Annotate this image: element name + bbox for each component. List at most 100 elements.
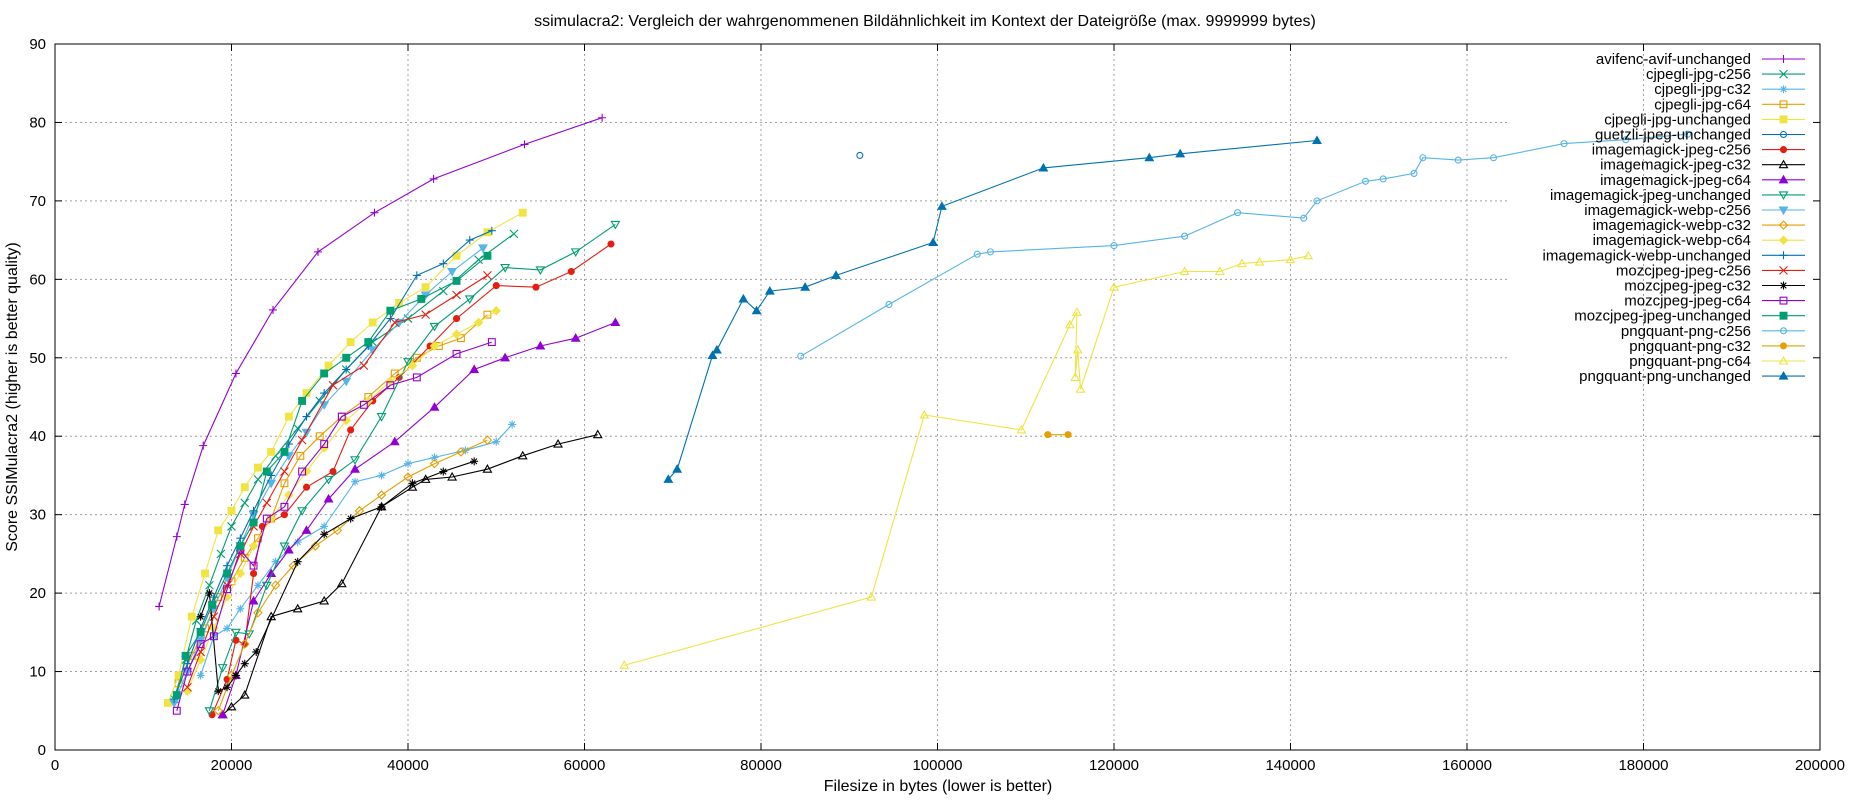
legend-entry: imagemagick-jpeg-c32	[1600, 157, 1805, 174]
series-pngquant-png-unchanged	[663, 135, 1322, 483]
series-imagemagick-webp-unchanged	[170, 226, 496, 704]
data-point	[376, 490, 387, 500]
data-point	[474, 255, 483, 265]
data-point	[320, 440, 329, 449]
legend-label: mozcjpeg-jpeg-c32	[1624, 278, 1751, 295]
data-point	[239, 689, 250, 699]
series-line	[222, 434, 598, 716]
x-tick-label: 140000	[1265, 757, 1315, 774]
data-point	[302, 483, 311, 491]
data-point	[1181, 232, 1189, 240]
series-line	[217, 439, 488, 711]
data-point	[370, 208, 379, 217]
data-point	[1237, 258, 1247, 268]
data-point	[254, 463, 262, 472]
data-point	[252, 647, 261, 656]
legend-entry: imagemagick-jpeg-unchanged	[1550, 187, 1805, 204]
data-point	[253, 581, 262, 590]
y-axis-label: Score SSIMulacra2 (higher is better qual…	[4, 242, 21, 551]
data-point	[223, 683, 232, 692]
data-point	[248, 541, 259, 551]
data-point	[1175, 148, 1186, 158]
data-point	[764, 285, 775, 295]
data-point	[172, 532, 181, 541]
data-point	[1560, 140, 1568, 148]
data-point	[266, 479, 277, 489]
data-point	[174, 671, 183, 680]
data-point	[249, 561, 258, 570]
data-point	[297, 507, 308, 516]
legend-label: imagemagick-webp-c64	[1593, 232, 1751, 249]
data-point	[1303, 250, 1314, 260]
data-point	[386, 314, 395, 323]
data-point	[1071, 307, 1082, 316]
data-point	[1075, 384, 1086, 393]
data-point	[1110, 242, 1118, 250]
data-point	[408, 479, 417, 488]
series-line	[200, 460, 475, 693]
series-avifenc-avif-unchanged	[155, 113, 607, 611]
data-point	[1070, 372, 1081, 381]
data-point	[236, 604, 245, 613]
data-point	[751, 305, 762, 315]
data-point	[1234, 209, 1242, 217]
legend-entry: imagemagick-webp-c32	[1593, 217, 1805, 234]
data-point	[302, 412, 311, 421]
legend-entry: cjpegli-jpg-c64	[1654, 96, 1805, 113]
data-point	[346, 338, 355, 347]
data-point	[517, 450, 528, 460]
data-point	[204, 707, 215, 716]
x-tick-label: 80000	[740, 757, 782, 774]
data-point	[610, 317, 621, 327]
data-point	[1684, 130, 1692, 138]
legend-entry: cjpegli-jpg-c256	[1646, 66, 1805, 83]
series-pngquant-png-c64	[619, 250, 1314, 669]
x-tick-label: 180000	[1618, 757, 1668, 774]
data-point	[217, 709, 228, 719]
y-tick-label: 60	[29, 271, 46, 288]
data-point	[407, 360, 418, 371]
series-line	[624, 255, 1309, 666]
data-point	[1778, 191, 1789, 201]
data-point	[1622, 136, 1630, 144]
data-point	[250, 569, 258, 578]
series-imagemagick-webp-c32	[213, 435, 493, 716]
data-point	[797, 352, 805, 360]
data-point	[271, 557, 280, 566]
series-pngquant-png-c256	[797, 130, 1692, 360]
data-point	[1779, 342, 1788, 350]
data-point	[182, 686, 193, 696]
data-point	[439, 467, 448, 476]
series-line	[173, 230, 493, 700]
data-point	[270, 580, 281, 591]
series-line	[186, 274, 488, 688]
legend-label: pngquant-png-c64	[1629, 353, 1751, 370]
data-point	[341, 377, 352, 387]
data-point	[417, 294, 426, 303]
data-point	[214, 687, 223, 696]
data-point	[1300, 214, 1308, 222]
data-point	[487, 226, 496, 235]
data-point	[209, 593, 218, 602]
data-point	[236, 542, 245, 550]
data-point	[196, 640, 205, 649]
data-point	[429, 322, 440, 332]
data-point	[421, 310, 431, 320]
data-point	[376, 413, 387, 422]
legend-entry: pngquant-png-c256	[1621, 323, 1805, 340]
data-point	[438, 286, 448, 296]
data-point	[535, 266, 546, 276]
data-point	[231, 369, 240, 378]
data-point	[1489, 154, 1498, 162]
data-point	[1779, 55, 1788, 63]
data-point	[407, 482, 418, 491]
data-point	[313, 247, 322, 256]
data-point	[429, 174, 438, 183]
data-point	[240, 659, 249, 668]
axis-ticks: 0 10 20 30 40 50 60 70 80 90 0 20000 40000 60000 80000…	[29, 36, 1845, 774]
series-line	[800, 133, 1688, 357]
data-point	[199, 441, 208, 450]
data-point	[1778, 159, 1789, 169]
legend-label: cjpegli-jpg-c256	[1646, 66, 1751, 83]
y-tick-label: 90	[29, 36, 46, 53]
